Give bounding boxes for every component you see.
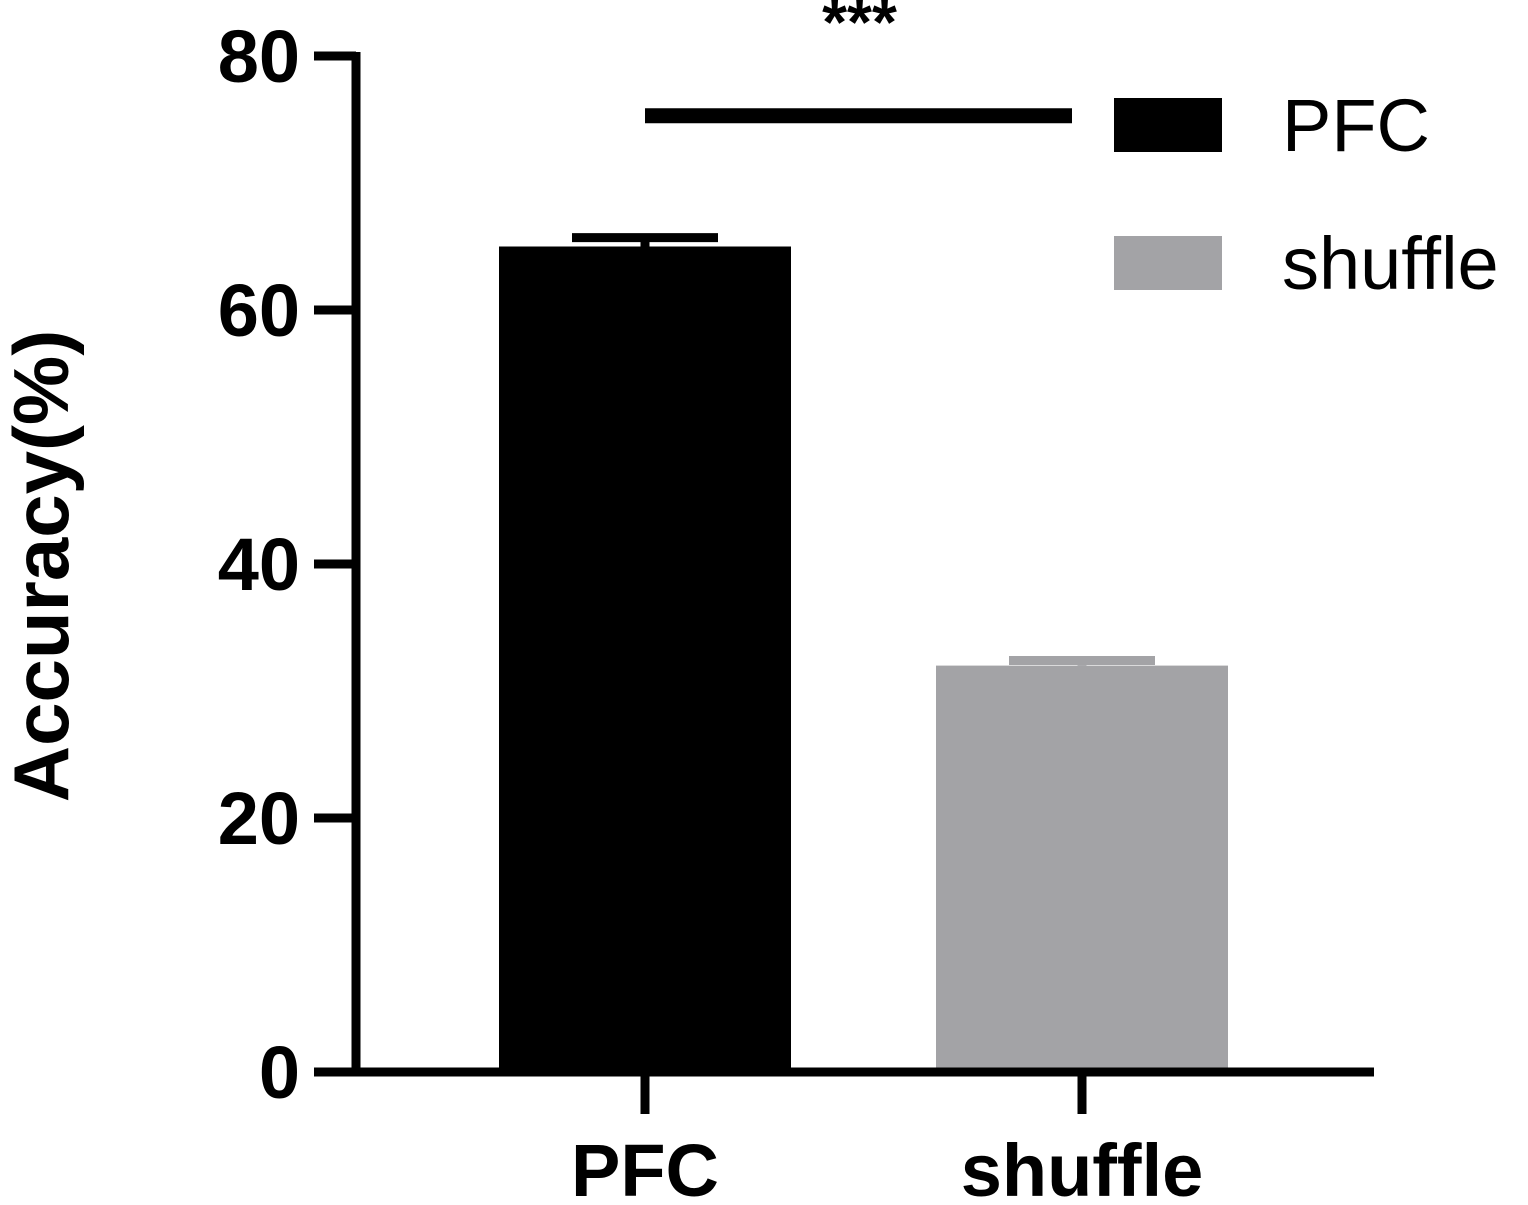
significance-annotation: *** (645, 0, 1072, 124)
x-tick-label: shuffle (961, 1129, 1204, 1205)
legend-label: shuffle (1282, 222, 1499, 305)
significance-stars: *** (822, 0, 897, 58)
y-axis-label: Accuracy(%) (0, 330, 85, 803)
bar-pfc (499, 246, 791, 1068)
y-tick-label: 60 (218, 269, 300, 352)
y-tick-label: 0 (259, 1031, 300, 1114)
y-tick-label: 80 (218, 15, 300, 98)
bar-shuffle (936, 665, 1228, 1068)
legend-label: PFC (1282, 84, 1430, 167)
bars (499, 233, 1228, 1068)
x-tick-label: PFC (571, 1129, 719, 1205)
legend: PFC shuffle (1114, 84, 1499, 305)
legend-swatch (1114, 98, 1222, 152)
x-axis: PFC shuffle (352, 1067, 1374, 1205)
y-axis: 0 20 40 60 80 (218, 15, 361, 1114)
y-tick-label: 40 (218, 523, 300, 606)
legend-swatch (1114, 236, 1222, 290)
y-tick-label: 20 (218, 777, 300, 860)
